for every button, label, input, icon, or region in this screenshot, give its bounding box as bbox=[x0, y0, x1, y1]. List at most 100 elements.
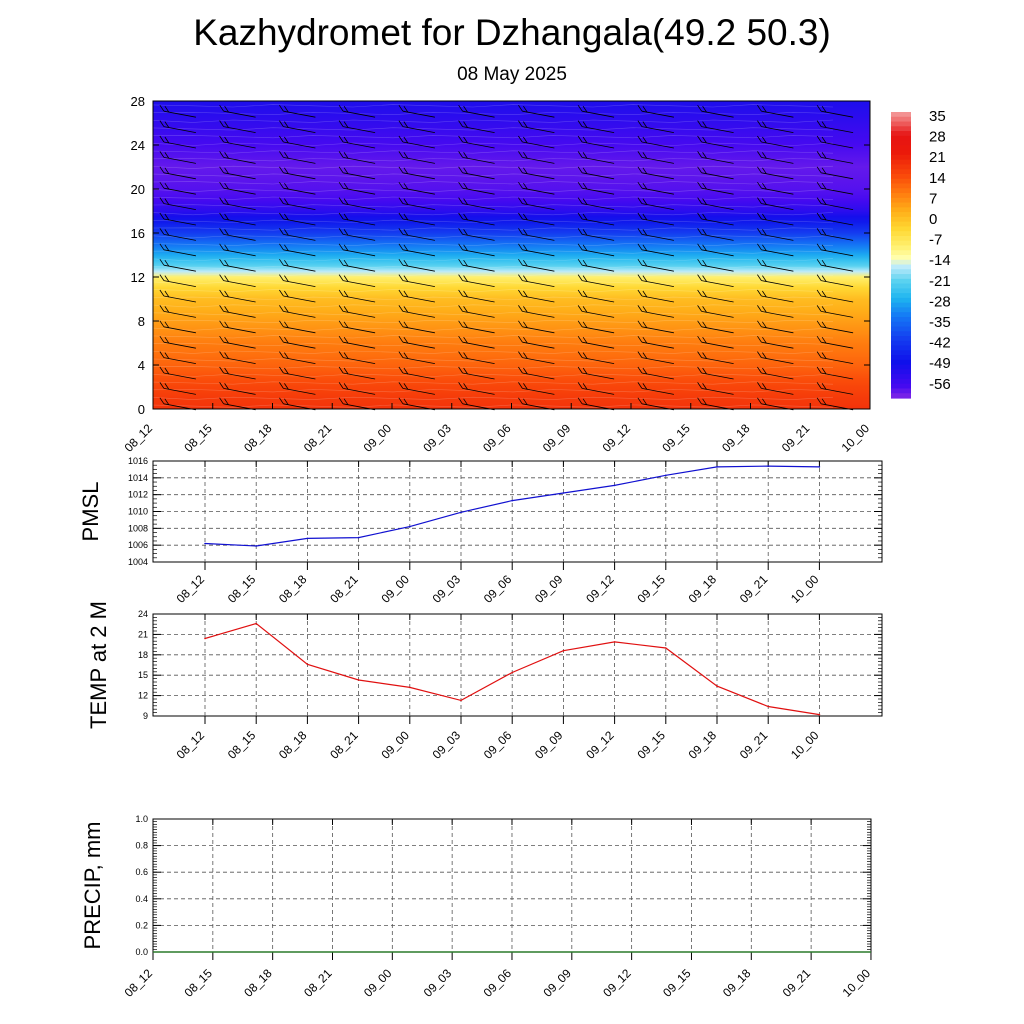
wind-barb bbox=[458, 104, 495, 118]
wind-barb bbox=[816, 305, 854, 318]
y-tick-label: 9 bbox=[143, 711, 148, 721]
wind-barb bbox=[219, 258, 256, 272]
wind-barb bbox=[279, 151, 316, 164]
wind-barb bbox=[279, 289, 316, 303]
data-point bbox=[767, 705, 769, 708]
x-tick-label: 09_03 bbox=[421, 966, 455, 1000]
wind-barb bbox=[219, 274, 256, 287]
wind-barb bbox=[279, 320, 316, 334]
isotherm-contour bbox=[152, 104, 834, 108]
wind-barb bbox=[458, 289, 495, 303]
wind-barb bbox=[159, 135, 196, 149]
wind-barb bbox=[159, 181, 196, 195]
wind-barb bbox=[219, 120, 256, 133]
data-point bbox=[818, 713, 821, 716]
wind-barb bbox=[637, 289, 674, 303]
wind-barb bbox=[816, 320, 854, 334]
colorbar-label: -42 bbox=[929, 335, 951, 352]
wind-barb bbox=[816, 366, 854, 380]
wind-barb bbox=[518, 382, 555, 395]
x-tick-label: 09_21 bbox=[780, 966, 814, 1000]
isotherm-contour bbox=[152, 212, 834, 216]
y-tick-label: 0.2 bbox=[135, 920, 148, 930]
wind-barb bbox=[338, 228, 376, 241]
colorbar-swatch bbox=[891, 359, 911, 366]
colorbar-swatch bbox=[891, 378, 911, 385]
wind-barb bbox=[757, 181, 794, 195]
wind-barb bbox=[219, 181, 256, 195]
wind-barb bbox=[398, 135, 435, 149]
wind-barb bbox=[398, 382, 435, 395]
x-tick-label: 09_06 bbox=[481, 966, 515, 1000]
wind-barb bbox=[577, 305, 615, 318]
colorbar-swatch bbox=[891, 235, 911, 242]
wind-barb bbox=[757, 289, 794, 303]
colorbar-swatch bbox=[891, 350, 911, 356]
wind-barb bbox=[338, 104, 376, 118]
y-tick-label: 4 bbox=[138, 358, 145, 373]
x-tick-label: 09_00 bbox=[378, 728, 412, 762]
wind-barb bbox=[697, 197, 734, 210]
wind-barb bbox=[338, 274, 376, 287]
wind-barb bbox=[518, 135, 555, 149]
colorbar-swatch bbox=[891, 150, 911, 156]
y-axis-label: PRECIP, mm bbox=[80, 822, 105, 950]
wind-barb bbox=[458, 351, 495, 364]
x-tick-label: 09_18 bbox=[686, 728, 720, 762]
wind-barb bbox=[279, 382, 316, 395]
data-point bbox=[204, 637, 206, 640]
y-tick-label: 28 bbox=[131, 94, 145, 109]
colorbar-swatch bbox=[891, 264, 911, 270]
colorbar-swatch bbox=[891, 135, 911, 142]
data-point bbox=[460, 511, 462, 514]
wind-barb bbox=[637, 181, 674, 195]
wind-barb bbox=[398, 274, 435, 287]
isotherm-contour bbox=[152, 342, 834, 347]
colorbar-label: 14 bbox=[929, 170, 946, 187]
wind-barb bbox=[757, 166, 794, 180]
y-tick-label: 1006 bbox=[128, 540, 148, 550]
isotherm-contour bbox=[152, 289, 834, 293]
isotherm-contour bbox=[152, 150, 834, 154]
y-tick-label: 12 bbox=[131, 270, 145, 285]
wind-barb bbox=[577, 151, 615, 164]
wind-barb bbox=[637, 351, 674, 364]
wind-barb bbox=[697, 104, 734, 118]
wind-barb bbox=[697, 335, 734, 349]
plot-frame bbox=[152, 613, 883, 717]
wind-barb bbox=[816, 212, 854, 226]
wind-barb bbox=[338, 135, 376, 149]
colorbar-swatch bbox=[891, 145, 911, 151]
y-tick-label: 24 bbox=[131, 138, 145, 153]
wind-barb bbox=[816, 274, 854, 287]
colorbar-swatch bbox=[891, 193, 911, 199]
wind-barb bbox=[458, 212, 495, 226]
colorbar-swatch bbox=[891, 178, 911, 185]
x-tick-label: 08_18 bbox=[276, 728, 310, 762]
wind-barb bbox=[577, 212, 615, 226]
wind-barb bbox=[279, 351, 316, 364]
wind-barb bbox=[637, 166, 674, 180]
wind-barb bbox=[219, 197, 256, 210]
wind-barb bbox=[518, 166, 555, 180]
data-point bbox=[818, 466, 821, 468]
wind-barb bbox=[697, 151, 734, 164]
wind-barb bbox=[159, 120, 196, 133]
wind-barb bbox=[518, 289, 555, 303]
x-tick-label: 09_12 bbox=[583, 728, 617, 762]
wind-barb bbox=[577, 228, 615, 241]
x-tick-label: 09_00 bbox=[361, 966, 395, 1000]
colorbar-swatch bbox=[891, 188, 911, 194]
wind-barb bbox=[518, 305, 555, 318]
wind-barb bbox=[816, 335, 854, 349]
wind-barb bbox=[279, 166, 316, 180]
wind-barb bbox=[518, 228, 555, 241]
colorbar-label: -28 bbox=[929, 293, 951, 310]
wind-barb bbox=[697, 243, 734, 257]
wind-barb bbox=[458, 181, 495, 195]
colorbar-swatch bbox=[891, 116, 911, 123]
wind-barb bbox=[219, 135, 256, 149]
wind-barb bbox=[338, 305, 376, 318]
wind-barb bbox=[816, 151, 854, 164]
isotherm-contour bbox=[152, 242, 834, 246]
